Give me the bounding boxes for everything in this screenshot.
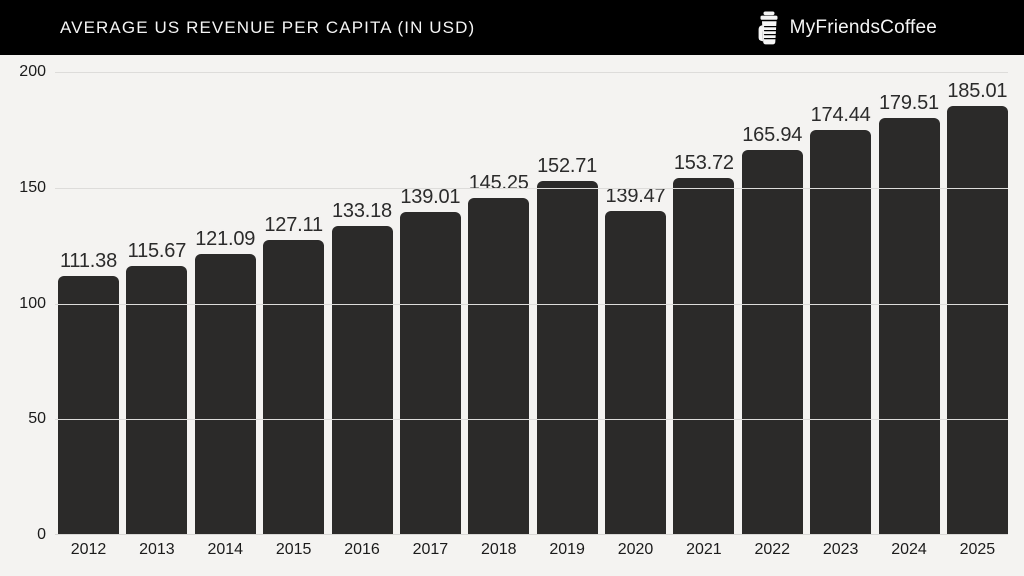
bars-container: 111.38 2012 115.67 2013 121.09 2014 127.11 2015… [58, 72, 1008, 558]
bar-group: 139.47 2020 [605, 72, 666, 558]
chart-title: AVERAGE US REVENUE PER CAPITA (IN USD) [60, 17, 476, 37]
bar-group: 111.38 2012 [58, 72, 119, 558]
header-bar: AVERAGE US REVENUE PER CAPITA (IN USD) M… [0, 0, 1024, 55]
gridline [55, 303, 1008, 305]
x-tick-label: 2016 [344, 541, 380, 558]
bar-group: 115.67 2013 [126, 72, 188, 558]
bar [810, 130, 872, 534]
bar-value-label: 115.67 [127, 240, 187, 263]
x-tick-label: 2015 [275, 541, 312, 558]
bar-group: 121.09 2014 [194, 72, 256, 558]
x-tick-label: 2017 [412, 541, 449, 558]
gridline [55, 187, 1008, 189]
bar [605, 211, 666, 534]
plot-area: 111.38 2012 115.67 2013 121.09 2014 127.11 2015… [55, 72, 1008, 558]
bar [673, 178, 735, 534]
x-tick-label: 2014 [207, 541, 244, 558]
brand-logo: MyFriendsCoffee [756, 11, 937, 45]
x-tick-label: 2024 [891, 541, 927, 558]
bar-group: 145.25 2018 [468, 72, 530, 558]
bar-group: 139.01 2017 [399, 72, 461, 558]
x-tick-label: 2022 [754, 541, 791, 558]
x-tick-label: 2025 [959, 541, 996, 558]
bar-value-label: 153.72 [673, 152, 734, 175]
y-tick-label: 0 [37, 526, 46, 543]
bar-value-label: 127.11 [264, 213, 323, 236]
x-tick-label: 2013 [139, 541, 175, 558]
bar [741, 149, 803, 534]
bar [536, 180, 598, 534]
bar-group: 153.72 2021 [673, 72, 735, 558]
x-tick-label: 2012 [70, 541, 107, 558]
brand-name: MyFriendsCoffee [789, 16, 937, 38]
bar [194, 253, 256, 534]
bar-value-label: 133.18 [332, 199, 392, 222]
bar-value-label: 139.47 [605, 185, 666, 208]
bar-chart: 0 50 100 150 200 111.38 2012 115.67 2013 121.09 2… [0, 55, 1024, 576]
bar-group: 174.44 2023 [810, 72, 872, 558]
y-tick-label: 200 [19, 63, 46, 80]
bar-value-label: 145.25 [468, 171, 529, 194]
bar-value-label: 165.94 [742, 123, 803, 146]
bar [263, 239, 325, 534]
bar-group: 165.94 2022 [741, 72, 803, 558]
bar-value-label: 111.38 [59, 250, 117, 273]
gridline [55, 72, 1008, 73]
bar [399, 212, 461, 534]
y-tick-label: 150 [19, 178, 46, 196]
bar-value-label: 139.01 [400, 186, 461, 209]
bar [58, 276, 119, 534]
x-tick-label: 2020 [617, 541, 654, 558]
bar-group: 133.18 2016 [331, 72, 393, 558]
y-tick-label: 100 [19, 294, 46, 312]
bar [878, 118, 940, 534]
coffee-cup-icon [758, 11, 778, 44]
x-tick-label: 2019 [549, 541, 585, 558]
bar-value-label: 179.51 [879, 92, 939, 115]
bar-group: 185.01 2025 [946, 72, 1008, 558]
y-tick-label: 50 [28, 410, 46, 428]
bar-value-label: 121.09 [195, 227, 256, 250]
x-tick-label: 2021 [686, 541, 722, 558]
bar-group: 152.71 2019 [536, 72, 598, 558]
bar [331, 225, 393, 534]
x-tick-label: 2023 [822, 541, 859, 558]
bar-group: 179.51 2024 [878, 72, 940, 558]
bar [946, 105, 1008, 534]
bar [126, 266, 188, 534]
x-tick-label: 2018 [480, 541, 517, 558]
bar-value-label: 185.01 [947, 79, 1008, 102]
bar-value-label: 174.44 [810, 104, 871, 127]
bar-value-label: 152.71 [537, 154, 598, 177]
y-axis: 0 50 100 150 200 [0, 64, 46, 543]
bar-group: 127.11 2015 [263, 72, 325, 558]
bar [468, 197, 530, 534]
gridline [55, 419, 1008, 421]
